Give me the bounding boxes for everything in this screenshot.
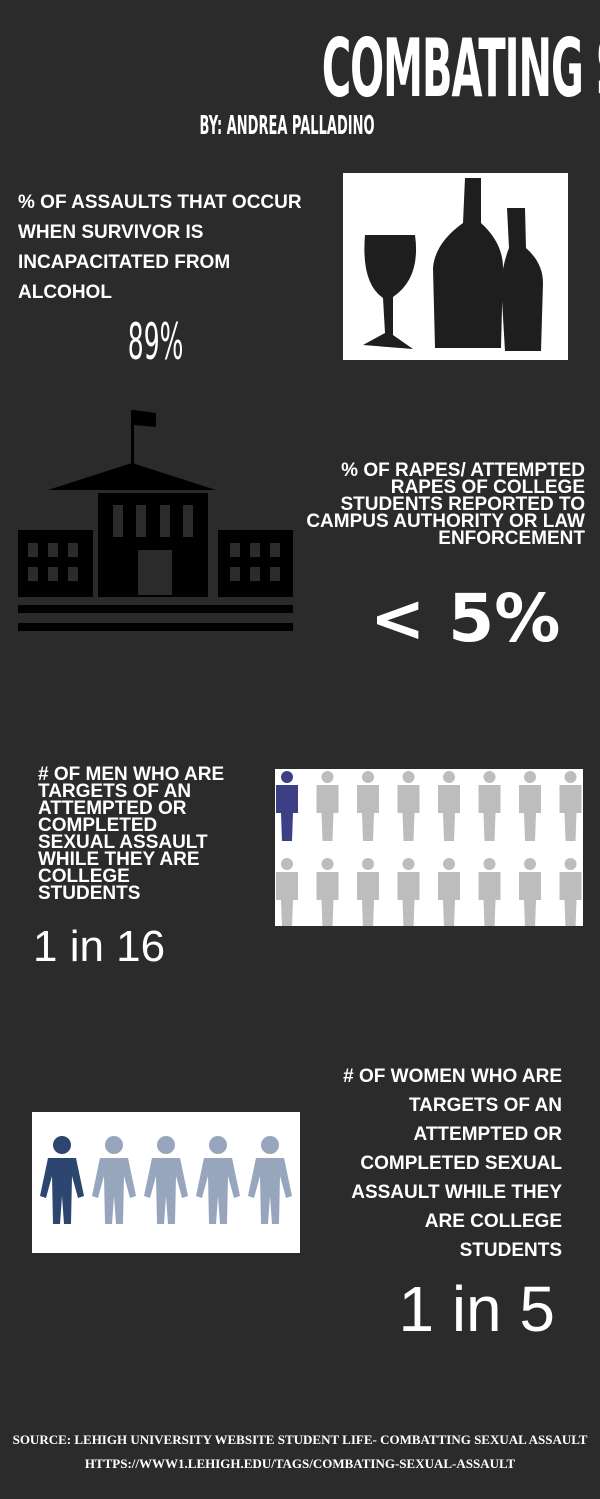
byline-wrap: BY: ANDREA PALLADINO xyxy=(0,111,574,141)
women-icon xyxy=(32,1112,300,1253)
alcohol-icon xyxy=(343,173,568,360)
section-label: # OF WOMEN WHO ARE TARGETS OF AN ATTEMPT… xyxy=(343,1066,562,1261)
section-stat: 89% xyxy=(127,313,184,371)
section-label: # OF MEN WHO ARE TARGETS OF AN ATTEMPTED… xyxy=(38,764,225,904)
source: SOURCE: LEHIGH UNIVERSITY WEBSITE STUDEN… xyxy=(10,1432,590,1472)
section-stat: 1 in 16 xyxy=(33,922,166,971)
section-label: % OF ASSAULTS THAT OCCUR WHEN SURVIVOR I… xyxy=(18,192,302,303)
source-url: HTTPS://WWW1.LEHIGH.EDU/TAGS/COMBATING-S… xyxy=(84,1456,516,1471)
section-label: % OF RAPES/ ATTEMPTED RAPES OF COLLEGE S… xyxy=(306,460,585,549)
section-stat: < 5% xyxy=(370,580,561,657)
title-wrap: COMBATING SEXUAL ASSAULT xyxy=(0,22,600,115)
title: COMBATING SEXUAL ASSAULT xyxy=(321,22,600,115)
source-line: SOURCE: LEHIGH UNIVERSITY WEBSITE STUDEN… xyxy=(12,1432,588,1447)
section-stat: 1 in 5 xyxy=(398,1273,555,1345)
stat-wrap: 89% xyxy=(100,313,200,371)
men-icon xyxy=(275,769,583,926)
byline: BY: ANDREA PALLADINO xyxy=(199,111,375,141)
building-icon xyxy=(18,410,293,631)
